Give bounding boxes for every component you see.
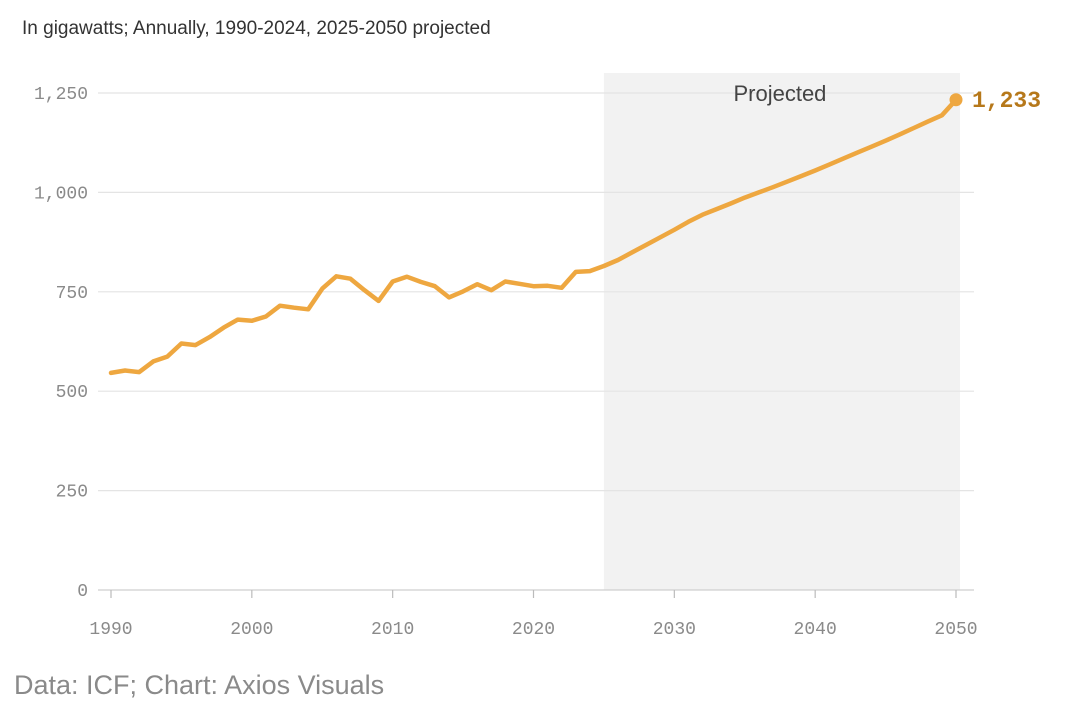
end-point-marker [949,93,963,107]
y-tick-label: 0 [77,582,88,602]
series-layer [108,93,963,376]
projected-label: Projected [733,81,826,106]
y-tick-label: 1,250 [34,85,88,105]
x-tick-label: 2000 [230,620,273,640]
x-tick-label: 2050 [934,620,977,640]
x-tick-label: 2020 [512,620,555,640]
line-chart: 0 250 500 750 1,000 1,250 1990 2000 2010 2020 203… [34,73,1041,640]
y-tick-label: 1,000 [34,184,88,204]
x-tick-label: 1990 [89,620,132,640]
end-value-label: 1,233 [972,88,1041,114]
projected-region [603,73,960,590]
y-axis: 0 250 500 750 1,000 1,250 [34,85,88,602]
projected-band-layer [603,73,960,590]
y-tick-label: 250 [56,483,88,503]
x-axis: 1990 2000 2010 2020 2030 2040 2050 [89,590,978,640]
x-tick-label: 2030 [653,620,696,640]
y-tick-label: 500 [56,383,88,403]
x-tick-label: 2040 [794,620,837,640]
series-line [108,97,959,376]
chart-subtitle: In gigawatts; Annually, 1990-2024, 2025-… [22,18,491,39]
gridlines [98,92,974,591]
source-note: Data: ICF; Chart: Axios Visuals [14,670,385,700]
y-tick-label: 750 [56,284,88,304]
annotation-layer: Projected 1,233 [733,81,1041,114]
x-tick-label: 2010 [371,620,414,640]
